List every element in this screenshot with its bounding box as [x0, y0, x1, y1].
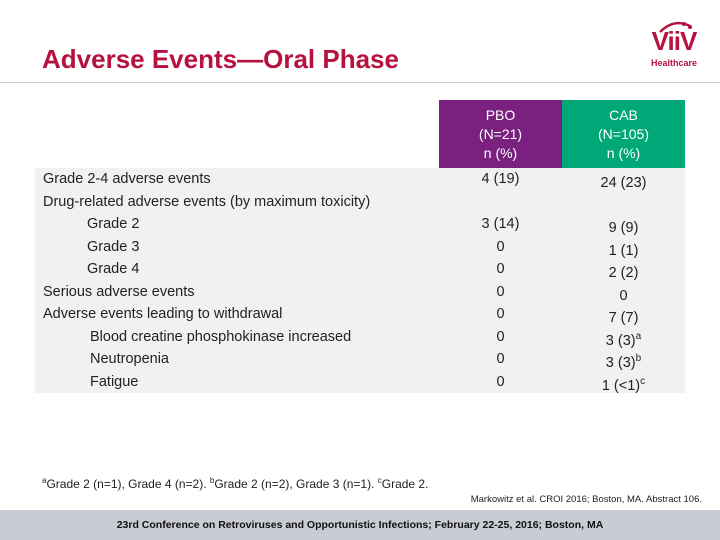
table-row: Grade 4 0 2 (2)	[35, 258, 685, 281]
table-row: Serious adverse events 0 0	[35, 281, 685, 304]
cab-value: 1 (1)	[608, 242, 639, 259]
cab-value: 1 (<1)c	[601, 375, 646, 394]
cab-value: 0	[619, 287, 628, 304]
column-header-cab-name: CAB	[609, 107, 638, 123]
cab-value: 9 (9)	[608, 219, 639, 236]
column-header-cab-n: (N=105)	[598, 126, 649, 142]
cab-value: 2 (2)	[608, 264, 639, 281]
row-label: Grade 2	[87, 216, 140, 232]
pbo-value: 0	[496, 238, 505, 255]
column-header-pbo-n: (N=21)	[478, 126, 523, 142]
logo-word: ViiV	[651, 26, 698, 56]
table-row: Blood creatine phosphokinase increased 0…	[35, 326, 685, 349]
table-row: Grade 3 0 1 (1)	[35, 236, 685, 259]
title-divider	[0, 82, 720, 83]
table-row: Neutropenia 0 3 (3)b	[35, 348, 685, 371]
conference-text: 23rd Conference on Retroviruses and Oppo…	[116, 519, 604, 531]
footnote-b-mark: b	[209, 476, 215, 485]
cab-value: 3 (3)a	[605, 330, 642, 349]
row-label: Grade 2-4 adverse events	[43, 171, 211, 187]
viiv-logo: ViiV Healthcare	[640, 16, 708, 72]
pbo-value: 0	[496, 351, 505, 367]
pbo-value: 4 (19)	[481, 171, 520, 187]
table-row: Adverse events leading to withdrawal 0 7…	[35, 303, 685, 326]
column-header-pbo-name: PBO	[485, 107, 516, 123]
row-label: Grade 4	[87, 261, 140, 277]
citation: Markowitz et al. CROI 2016; Boston, MA. …	[470, 494, 702, 505]
logo-arc-icon	[659, 21, 692, 33]
table-row: Grade 2 3 (14) 9 (9)	[35, 213, 685, 236]
column-header-pbo: PBO (N=21) n (%)	[439, 100, 562, 168]
column-header-pbo-unit: n (%)	[483, 145, 518, 161]
row-label: Serious adverse events	[43, 283, 195, 300]
table-row: Grade 2-4 adverse events 4 (19) 24 (23)	[35, 168, 685, 191]
column-header-cab: CAB (N=105) n (%)	[562, 100, 685, 168]
table-row: Drug-related adverse events (by maximum …	[35, 191, 685, 214]
cab-value: 3 (3)b	[605, 353, 642, 371]
pbo-value: 0	[496, 328, 505, 345]
column-header-cab-unit: n (%)	[606, 145, 641, 161]
table-header: PBO (N=21) n (%) CAB (N=105) n (%)	[35, 100, 685, 168]
footnote-a-text: Grade 2 (n=1), Grade 4 (n=2).	[46, 477, 210, 491]
footnote-c-text: Grade 2.	[381, 477, 429, 491]
cab-value: 7 (7)	[608, 309, 639, 326]
pbo-value: 0	[496, 306, 505, 322]
cab-value: 24 (23)	[600, 174, 647, 191]
row-label: Neutropenia	[90, 351, 169, 367]
pbo-value: 0	[496, 261, 505, 277]
pbo-value: 0	[496, 283, 505, 300]
row-label: Grade 3	[87, 238, 140, 255]
pbo-value: 0	[496, 373, 505, 390]
row-label: Blood creatine phosphokinase increased	[90, 328, 352, 345]
footnote-c-mark: c	[377, 476, 382, 485]
row-label: Adverse events leading to withdrawal	[43, 306, 283, 322]
logo-subtitle: Healthcare	[650, 58, 698, 68]
conference-footer: 23rd Conference on Retroviruses and Oppo…	[0, 510, 720, 540]
table-body: Grade 2-4 adverse events 4 (19) 24 (23) …	[35, 168, 685, 393]
footnote-a-mark: a	[42, 476, 47, 485]
table-row: Fatigue 0 1 (<1)c	[35, 371, 685, 394]
slide-title: Adverse Events—Oral Phase	[42, 44, 399, 74]
adverse-events-table: PBO (N=21) n (%) CAB (N=105) n (%) Grade…	[35, 100, 685, 393]
footnote-b-text: Grade 2 (n=2), Grade 3 (n=1).	[214, 477, 378, 491]
footnote: aGrade 2 (n=1), Grade 4 (n=2). bGrade 2 …	[42, 476, 428, 491]
row-label: Drug-related adverse events (by maximum …	[43, 193, 371, 210]
row-label: Fatigue	[90, 373, 139, 390]
pbo-value: 3 (14)	[481, 216, 520, 232]
